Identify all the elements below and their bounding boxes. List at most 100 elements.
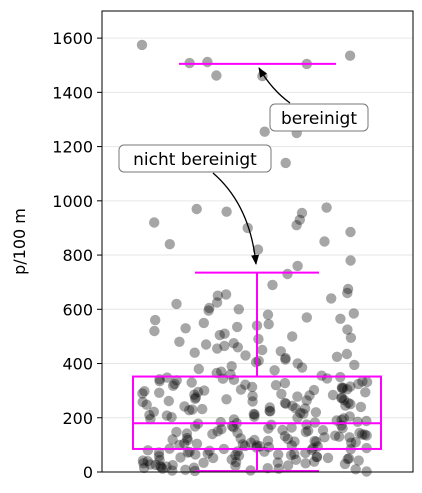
data-point [280, 157, 291, 169]
data-point [322, 452, 334, 464]
data-point [214, 329, 225, 341]
data-point [357, 429, 368, 440]
data-point [215, 416, 226, 428]
data-point [253, 333, 264, 345]
data-point [350, 437, 361, 448]
annotation-box [118, 144, 272, 173]
data-point [189, 465, 201, 477]
data-point [249, 409, 260, 420]
data-point [346, 437, 357, 448]
data-point [167, 460, 178, 471]
data-point [344, 411, 355, 422]
y-tick-label: 1600 [52, 29, 93, 48]
data-point [264, 405, 275, 417]
data-point [137, 455, 149, 466]
data-point [343, 397, 354, 409]
data-point [286, 422, 297, 433]
data-point [249, 411, 260, 422]
data-point [199, 385, 210, 396]
data-point [282, 268, 293, 280]
data-point [141, 399, 152, 410]
data-point [338, 394, 350, 406]
data-point [232, 321, 243, 333]
data-point [319, 432, 330, 443]
data-point [171, 426, 182, 438]
data-point [145, 459, 156, 470]
data-point [344, 432, 355, 443]
data-point [192, 386, 204, 398]
data-point [154, 460, 166, 472]
data-point [304, 390, 315, 401]
data-point [302, 425, 314, 436]
data-point [359, 429, 370, 440]
data-point [137, 396, 148, 408]
data-point [342, 384, 353, 395]
data-point [138, 458, 149, 469]
data-point [355, 401, 367, 413]
data-point [171, 298, 182, 310]
data-point [330, 430, 341, 441]
data-point [252, 244, 264, 255]
data-point [148, 406, 159, 417]
data-point [179, 401, 190, 412]
data-point [189, 393, 201, 404]
data-point [186, 377, 197, 388]
data-point [251, 442, 262, 453]
data-point [267, 279, 278, 291]
data-point [137, 388, 148, 399]
data-point [345, 332, 357, 343]
data-point [161, 372, 173, 383]
data-point [279, 377, 291, 389]
data-point [345, 399, 356, 410]
data-point [161, 410, 173, 421]
data-point [361, 376, 373, 388]
data-point [189, 347, 200, 358]
data-point [190, 392, 201, 403]
data-point [282, 460, 294, 471]
data-point [361, 430, 372, 441]
data-point [287, 331, 298, 342]
data-point [327, 389, 339, 401]
data-point [204, 302, 215, 314]
y-axis-label: p/100 m [10, 208, 29, 275]
data-point [144, 409, 155, 421]
data-point [290, 403, 301, 414]
data-point [191, 203, 202, 215]
data-point [269, 365, 280, 376]
data-point [354, 427, 365, 439]
data-point [290, 454, 302, 465]
data-point [174, 439, 185, 451]
data-point [282, 433, 293, 445]
data-point [317, 425, 329, 436]
data-point [348, 308, 359, 319]
data-point [221, 206, 232, 217]
box-plot [132, 62, 382, 472]
data-point [202, 448, 213, 459]
data-point [191, 438, 203, 449]
data-point [247, 390, 258, 402]
data-point [240, 379, 251, 390]
data-point [263, 423, 274, 434]
data-point [335, 313, 346, 324]
data-point [181, 432, 193, 444]
data-point [319, 236, 330, 247]
data-point [150, 459, 161, 471]
data-point [219, 340, 230, 352]
data-point [338, 382, 349, 394]
data-point [342, 287, 353, 299]
data-point [337, 422, 348, 434]
data-point [207, 428, 218, 440]
data-point [345, 381, 356, 392]
data-point [184, 405, 195, 416]
data-point [181, 428, 193, 439]
data-point [350, 464, 361, 475]
data-point [289, 436, 300, 447]
data-point [197, 403, 208, 415]
data-point [198, 317, 209, 329]
data-point [280, 352, 291, 364]
data-point [310, 407, 322, 418]
data-point [219, 328, 230, 339]
data-point [171, 375, 182, 386]
data-point [264, 402, 275, 413]
data-point [349, 359, 360, 371]
